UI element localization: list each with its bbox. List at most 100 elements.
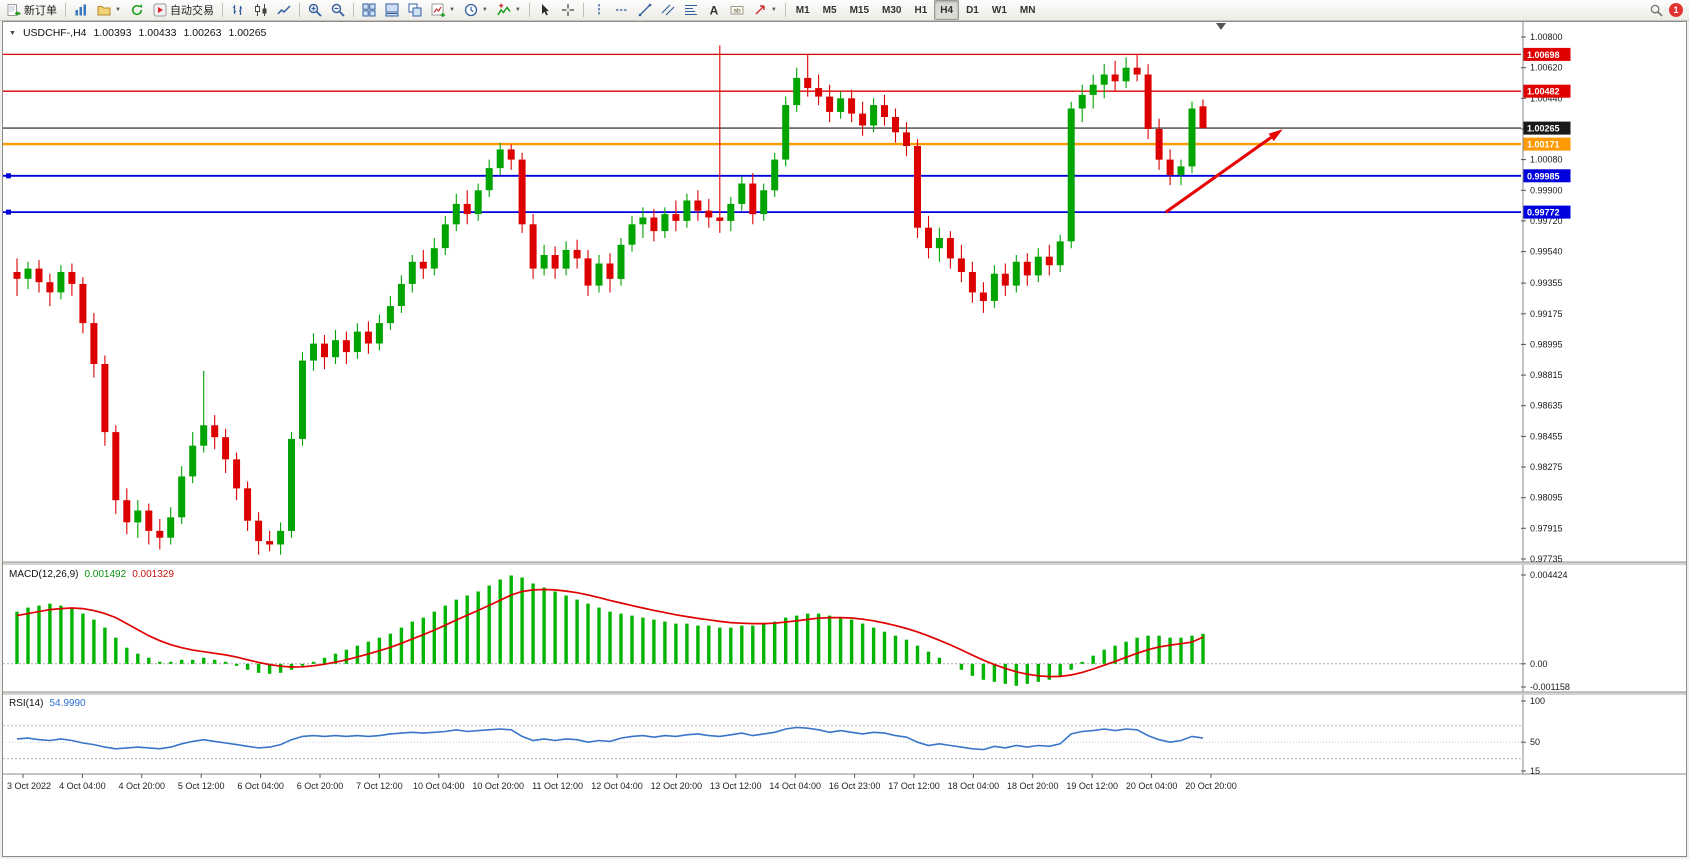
chart-window: 1.008001.006201.004401.002601.000800.999… xyxy=(2,21,1687,857)
svg-text:20 Oct 04:00: 20 Oct 04:00 xyxy=(1126,781,1178,791)
svg-text:1.00800: 1.00800 xyxy=(1530,32,1563,42)
svg-text:3 Oct 2022: 3 Oct 2022 xyxy=(7,781,51,791)
cascade-windows-icon xyxy=(408,3,422,17)
channel-icon xyxy=(661,4,675,16)
zoom-in-button[interactable] xyxy=(304,0,326,20)
chart-candles-button[interactable] xyxy=(250,0,272,20)
collapse-icon[interactable]: ▼ xyxy=(9,29,16,37)
new-order-button-label: 新订单 xyxy=(24,5,57,17)
tile-windows-button[interactable] xyxy=(358,0,380,20)
trend-arrow[interactable] xyxy=(1164,129,1283,214)
new-chart-button[interactable]: ▼ xyxy=(427,0,459,20)
hline-icon xyxy=(615,9,628,11)
svg-text:1.00440: 1.00440 xyxy=(1530,93,1563,103)
hline-button[interactable] xyxy=(611,0,633,20)
arrows-icon xyxy=(755,5,765,15)
svg-text:0.99985: 0.99985 xyxy=(1527,171,1560,181)
svg-text:17 Oct 12:00: 17 Oct 12:00 xyxy=(888,781,940,791)
svg-text:0.004424: 0.004424 xyxy=(1530,570,1568,580)
svg-text:0.99355: 0.99355 xyxy=(1530,278,1563,288)
svg-text:11 Oct 12:00: 11 Oct 12:00 xyxy=(532,781,583,791)
arrows-button[interactable]: ▼ xyxy=(749,0,781,20)
timeframe-mn-button[interactable]: MN xyxy=(1019,4,1036,16)
vline-icon xyxy=(598,4,600,16)
svg-text:50: 50 xyxy=(1530,737,1540,747)
ohlc-low: 1.00263 xyxy=(183,27,222,39)
text-label-button[interactable]: ab xyxy=(726,0,748,20)
vline-button[interactable] xyxy=(588,0,610,20)
pivot-line-price-tag: 1.00171 xyxy=(1523,137,1571,151)
svg-text:20 Oct 20:00: 20 Oct 20:00 xyxy=(1185,781,1237,791)
periods-icon xyxy=(464,3,478,17)
rsi-label: RSI(14) 54.9990 xyxy=(9,698,86,709)
zoom-in-icon xyxy=(308,3,322,17)
timeframe-m15-button[interactable]: M15 xyxy=(849,4,870,16)
svg-text:6 Oct 20:00: 6 Oct 20:00 xyxy=(297,781,344,791)
rsi-panel: 100 50 15 xyxy=(3,696,1545,776)
time-scale[interactable]: 3 Oct 2022 4 Oct 04:00 4 Oct 20:00 5 Oct 12… xyxy=(7,774,1237,791)
svg-text:1.00482: 1.00482 xyxy=(1527,87,1560,97)
chart-bars-button[interactable] xyxy=(227,0,249,20)
ohlc-close: 1.00265 xyxy=(228,27,267,39)
chart-canvas[interactable]: 1.008001.006201.004401.002601.000800.999… xyxy=(3,22,1686,802)
resistance-line-2-price-tag: 1.00482 xyxy=(1523,84,1571,98)
charts-icon xyxy=(75,4,86,16)
timeframe-h1-button[interactable]: H1 xyxy=(914,4,928,16)
support-line-2-price-tag: 0.99772 xyxy=(1523,205,1571,219)
svg-text:1.00171: 1.00171 xyxy=(1527,140,1560,150)
fibonacci-button[interactable] xyxy=(680,0,702,20)
cursor-button[interactable] xyxy=(534,0,556,20)
text-button[interactable]: A xyxy=(703,0,725,20)
svg-text:0.98635: 0.98635 xyxy=(1530,401,1563,411)
search-icon[interactable] xyxy=(1650,4,1663,17)
candlesticks xyxy=(13,45,1207,555)
notification-badge[interactable]: 1 xyxy=(1669,3,1683,17)
timeframe-m1-button[interactable]: M1 xyxy=(795,4,810,16)
timeframe-d1-button[interactable]: D1 xyxy=(966,4,979,16)
support-line-1-handle[interactable] xyxy=(6,173,11,179)
svg-text:5 Oct 12:00: 5 Oct 12:00 xyxy=(178,781,225,791)
svg-text:0.98275: 0.98275 xyxy=(1530,462,1563,472)
trendline-button[interactable] xyxy=(634,0,656,20)
timeframe-m5-button[interactable]: M5 xyxy=(822,4,837,16)
refresh-button[interactable] xyxy=(126,0,148,20)
crosshair-icon xyxy=(561,4,574,16)
svg-text:0.99720: 0.99720 xyxy=(1530,216,1563,226)
toolbar-separator xyxy=(65,3,66,17)
timeframe-h4-button[interactable]: H4 xyxy=(934,0,960,20)
crosshair-button[interactable] xyxy=(557,0,579,20)
price-scale[interactable]: 1.008001.006201.004401.002601.000800.999… xyxy=(1521,32,1563,564)
new-order-button[interactable]: 新订单 xyxy=(3,0,61,20)
channel-button[interactable] xyxy=(657,0,679,20)
fibonacci-icon xyxy=(684,4,697,16)
rsi-name: RSI(14) xyxy=(9,698,44,709)
svg-text:16 Oct 23:00: 16 Oct 23:00 xyxy=(829,781,881,791)
resistance-line-1-price-tag: 1.00698 xyxy=(1523,47,1571,61)
svg-text:18 Oct 04:00: 18 Oct 04:00 xyxy=(948,781,1000,791)
zoom-out-button[interactable] xyxy=(327,0,349,20)
svg-text:10 Oct 20:00: 10 Oct 20:00 xyxy=(472,781,524,791)
svg-text:1.00080: 1.00080 xyxy=(1530,155,1563,165)
periods-button[interactable]: ▼ xyxy=(460,0,492,20)
svg-text:12 Oct 20:00: 12 Oct 20:00 xyxy=(651,781,703,791)
trendline-icon xyxy=(638,3,652,17)
chart-line-button[interactable] xyxy=(273,0,295,20)
panel-separator[interactable] xyxy=(3,561,1686,695)
timeframe-w1-button[interactable]: W1 xyxy=(991,4,1007,16)
svg-text:-0.001158: -0.001158 xyxy=(1530,682,1570,692)
cascade-button[interactable] xyxy=(404,0,426,20)
indicators-button[interactable]: ▼ xyxy=(493,0,525,20)
timeframe-m30-button[interactable]: M30 xyxy=(882,4,902,16)
profiles-button[interactable]: ▼ xyxy=(93,0,125,20)
charts-button[interactable] xyxy=(70,0,92,20)
svg-text:0.99540: 0.99540 xyxy=(1530,247,1563,257)
svg-text:19 Oct 12:00: 19 Oct 12:00 xyxy=(1066,781,1118,791)
chart-shift-marker[interactable] xyxy=(1216,23,1226,30)
macd-name: MACD(12,26,9) xyxy=(9,569,79,580)
auto-arrange-button[interactable] xyxy=(381,0,403,20)
autotrading-button[interactable]: 自动交易 xyxy=(149,0,218,20)
svg-text:12 Oct 04:00: 12 Oct 04:00 xyxy=(591,781,643,791)
support-line-2-handle[interactable] xyxy=(6,209,11,215)
rsi-value: 54.9990 xyxy=(49,698,86,709)
panel-borders xyxy=(3,22,1686,775)
